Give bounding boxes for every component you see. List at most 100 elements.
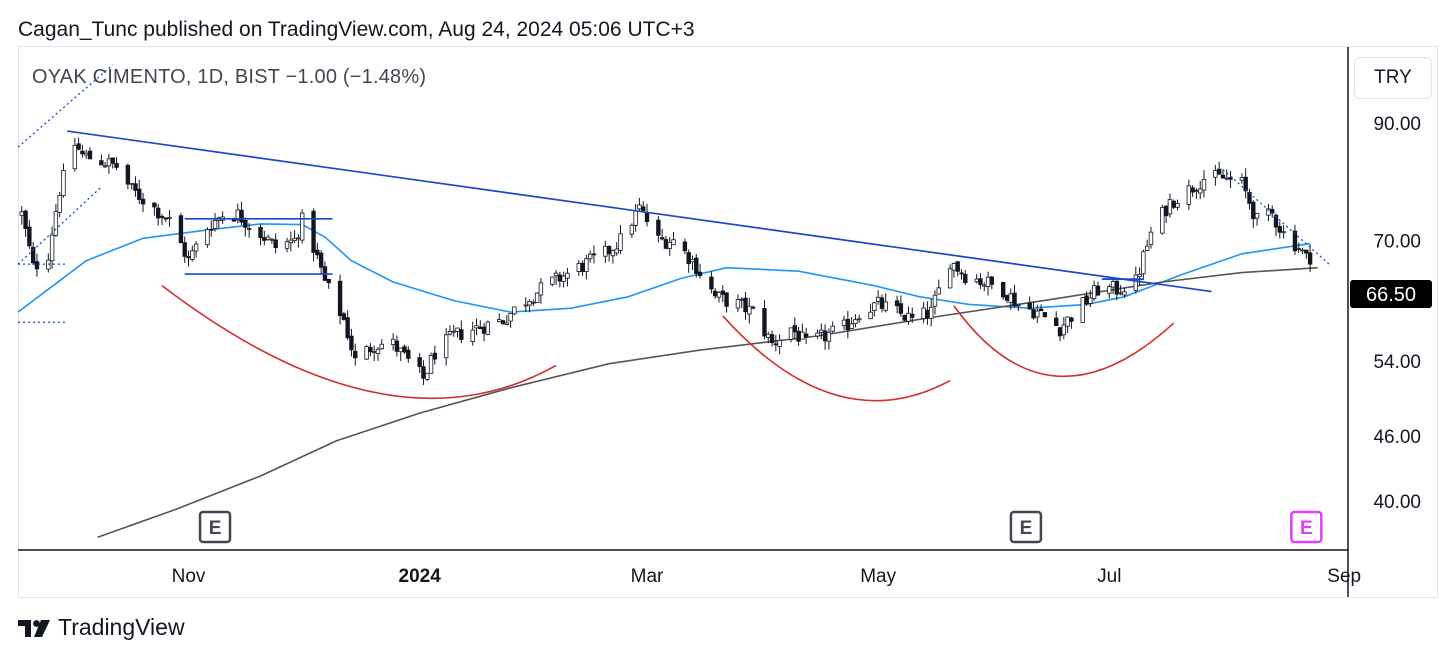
candle [394,335,400,357]
earnings-marker-label: E [1300,518,1313,539]
candle [955,260,960,277]
candle [872,301,877,317]
candle [1110,278,1116,295]
candle [921,302,926,324]
candle [178,212,184,244]
earnings-marker[interactable]: E [1290,510,1323,544]
candle [337,274,343,325]
candle [932,290,938,315]
symbol-legend[interactable]: OYAK CIMENTO, 1D, BIST −1.00 (−1.48%) [32,66,427,88]
candle [959,269,964,280]
candle [474,318,479,336]
candle [425,372,430,381]
price-tick-label: 40.00 [1373,492,1421,513]
candle [428,352,434,374]
candle [114,157,119,171]
dotted-trend-line[interactable] [1222,168,1330,265]
candle [375,346,381,361]
moving-average-layer [18,223,1318,538]
candle [326,278,331,289]
candle [580,260,585,276]
candle [84,149,89,159]
candle [1307,244,1313,273]
candle [46,253,51,273]
candle [868,303,873,320]
candle [349,328,354,357]
footer-brand[interactable]: TradingView [18,614,185,641]
candle [534,292,540,304]
candle [212,213,218,232]
candle [1057,326,1063,342]
candle [826,328,832,350]
candle [747,297,752,324]
candle [262,230,267,246]
candle [455,327,460,338]
candle [841,315,847,331]
candle [1144,239,1150,251]
candle [129,182,134,190]
candle [269,238,275,244]
moving-average-line [18,223,1311,313]
candle [34,253,40,277]
candle [963,269,968,285]
footer-brand-text: TradingView [58,614,185,640]
candle [644,203,650,227]
earnings-marker[interactable]: E [198,510,232,544]
candle [1114,277,1120,301]
candle [1277,221,1282,239]
current-price-badge [1350,280,1432,308]
candle [500,319,506,326]
currency-button[interactable]: TRY [1354,57,1432,99]
candle [80,144,85,158]
candle [591,245,597,264]
candle [1035,304,1040,324]
candle [1016,304,1021,312]
candle [682,238,688,254]
candle [565,267,570,287]
candle [371,345,377,362]
earnings-marker[interactable]: E [1009,510,1043,544]
rounding-bottom-arc[interactable] [722,315,951,402]
candle [1038,304,1044,312]
candle [716,290,722,303]
candle [353,343,358,366]
candle [345,310,350,341]
candle [296,234,301,248]
candle [235,203,240,224]
candle [902,314,907,322]
candle [299,209,305,244]
candle [1031,301,1036,320]
candle [110,157,115,169]
trend-line[interactable] [67,130,1212,293]
candle [137,179,142,205]
candle [125,163,131,189]
dotted-trend-line[interactable] [17,64,114,148]
candle [830,321,835,333]
candle [667,237,672,256]
candle [315,242,320,260]
candle [629,223,635,238]
candle [1080,296,1085,323]
candle [159,214,165,226]
candle [822,324,828,350]
rounding-bottom-arc[interactable] [953,305,1175,378]
candle [288,231,294,252]
dotted-trend-line[interactable] [17,186,102,265]
candle [432,345,438,365]
candle [720,285,725,303]
rounding-bottom-arc[interactable] [161,285,557,400]
candle [1107,284,1112,299]
candle [853,314,858,328]
candle [1004,294,1010,304]
candle [587,250,593,263]
candle [417,353,422,374]
candle [1027,296,1032,311]
candle [762,300,767,340]
candle [243,217,248,237]
candle [1160,204,1165,235]
candle [220,211,225,224]
candle [743,291,748,320]
